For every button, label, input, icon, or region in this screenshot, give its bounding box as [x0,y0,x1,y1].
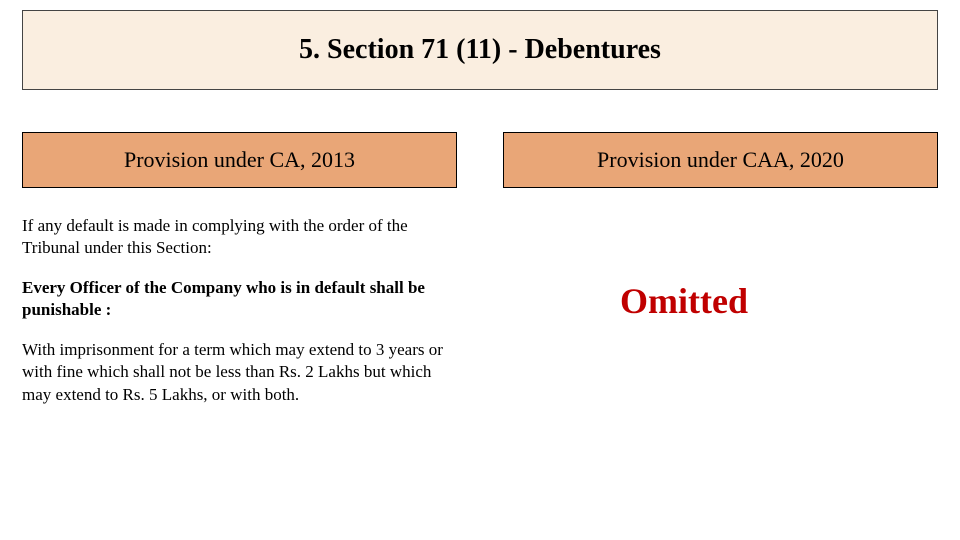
left-paragraph-1: If any default is made in complying with… [22,215,460,259]
omitted-label: Omitted [620,280,748,322]
left-paragraph-3: With imprisonment for a term which may e… [22,339,460,405]
column-header-left: Provision under CA, 2013 [22,132,457,188]
column-header-right-text: Provision under CAA, 2020 [597,147,844,173]
left-paragraph-2: Every Officer of the Company who is in d… [22,277,460,321]
column-header-left-text: Provision under CA, 2013 [124,147,355,173]
page-title: 5. Section 71 (11) - Debentures [299,34,661,66]
title-box: 5. Section 71 (11) - Debentures [22,10,938,90]
left-column-body: If any default is made in complying with… [22,215,460,424]
column-header-right: Provision under CAA, 2020 [503,132,938,188]
